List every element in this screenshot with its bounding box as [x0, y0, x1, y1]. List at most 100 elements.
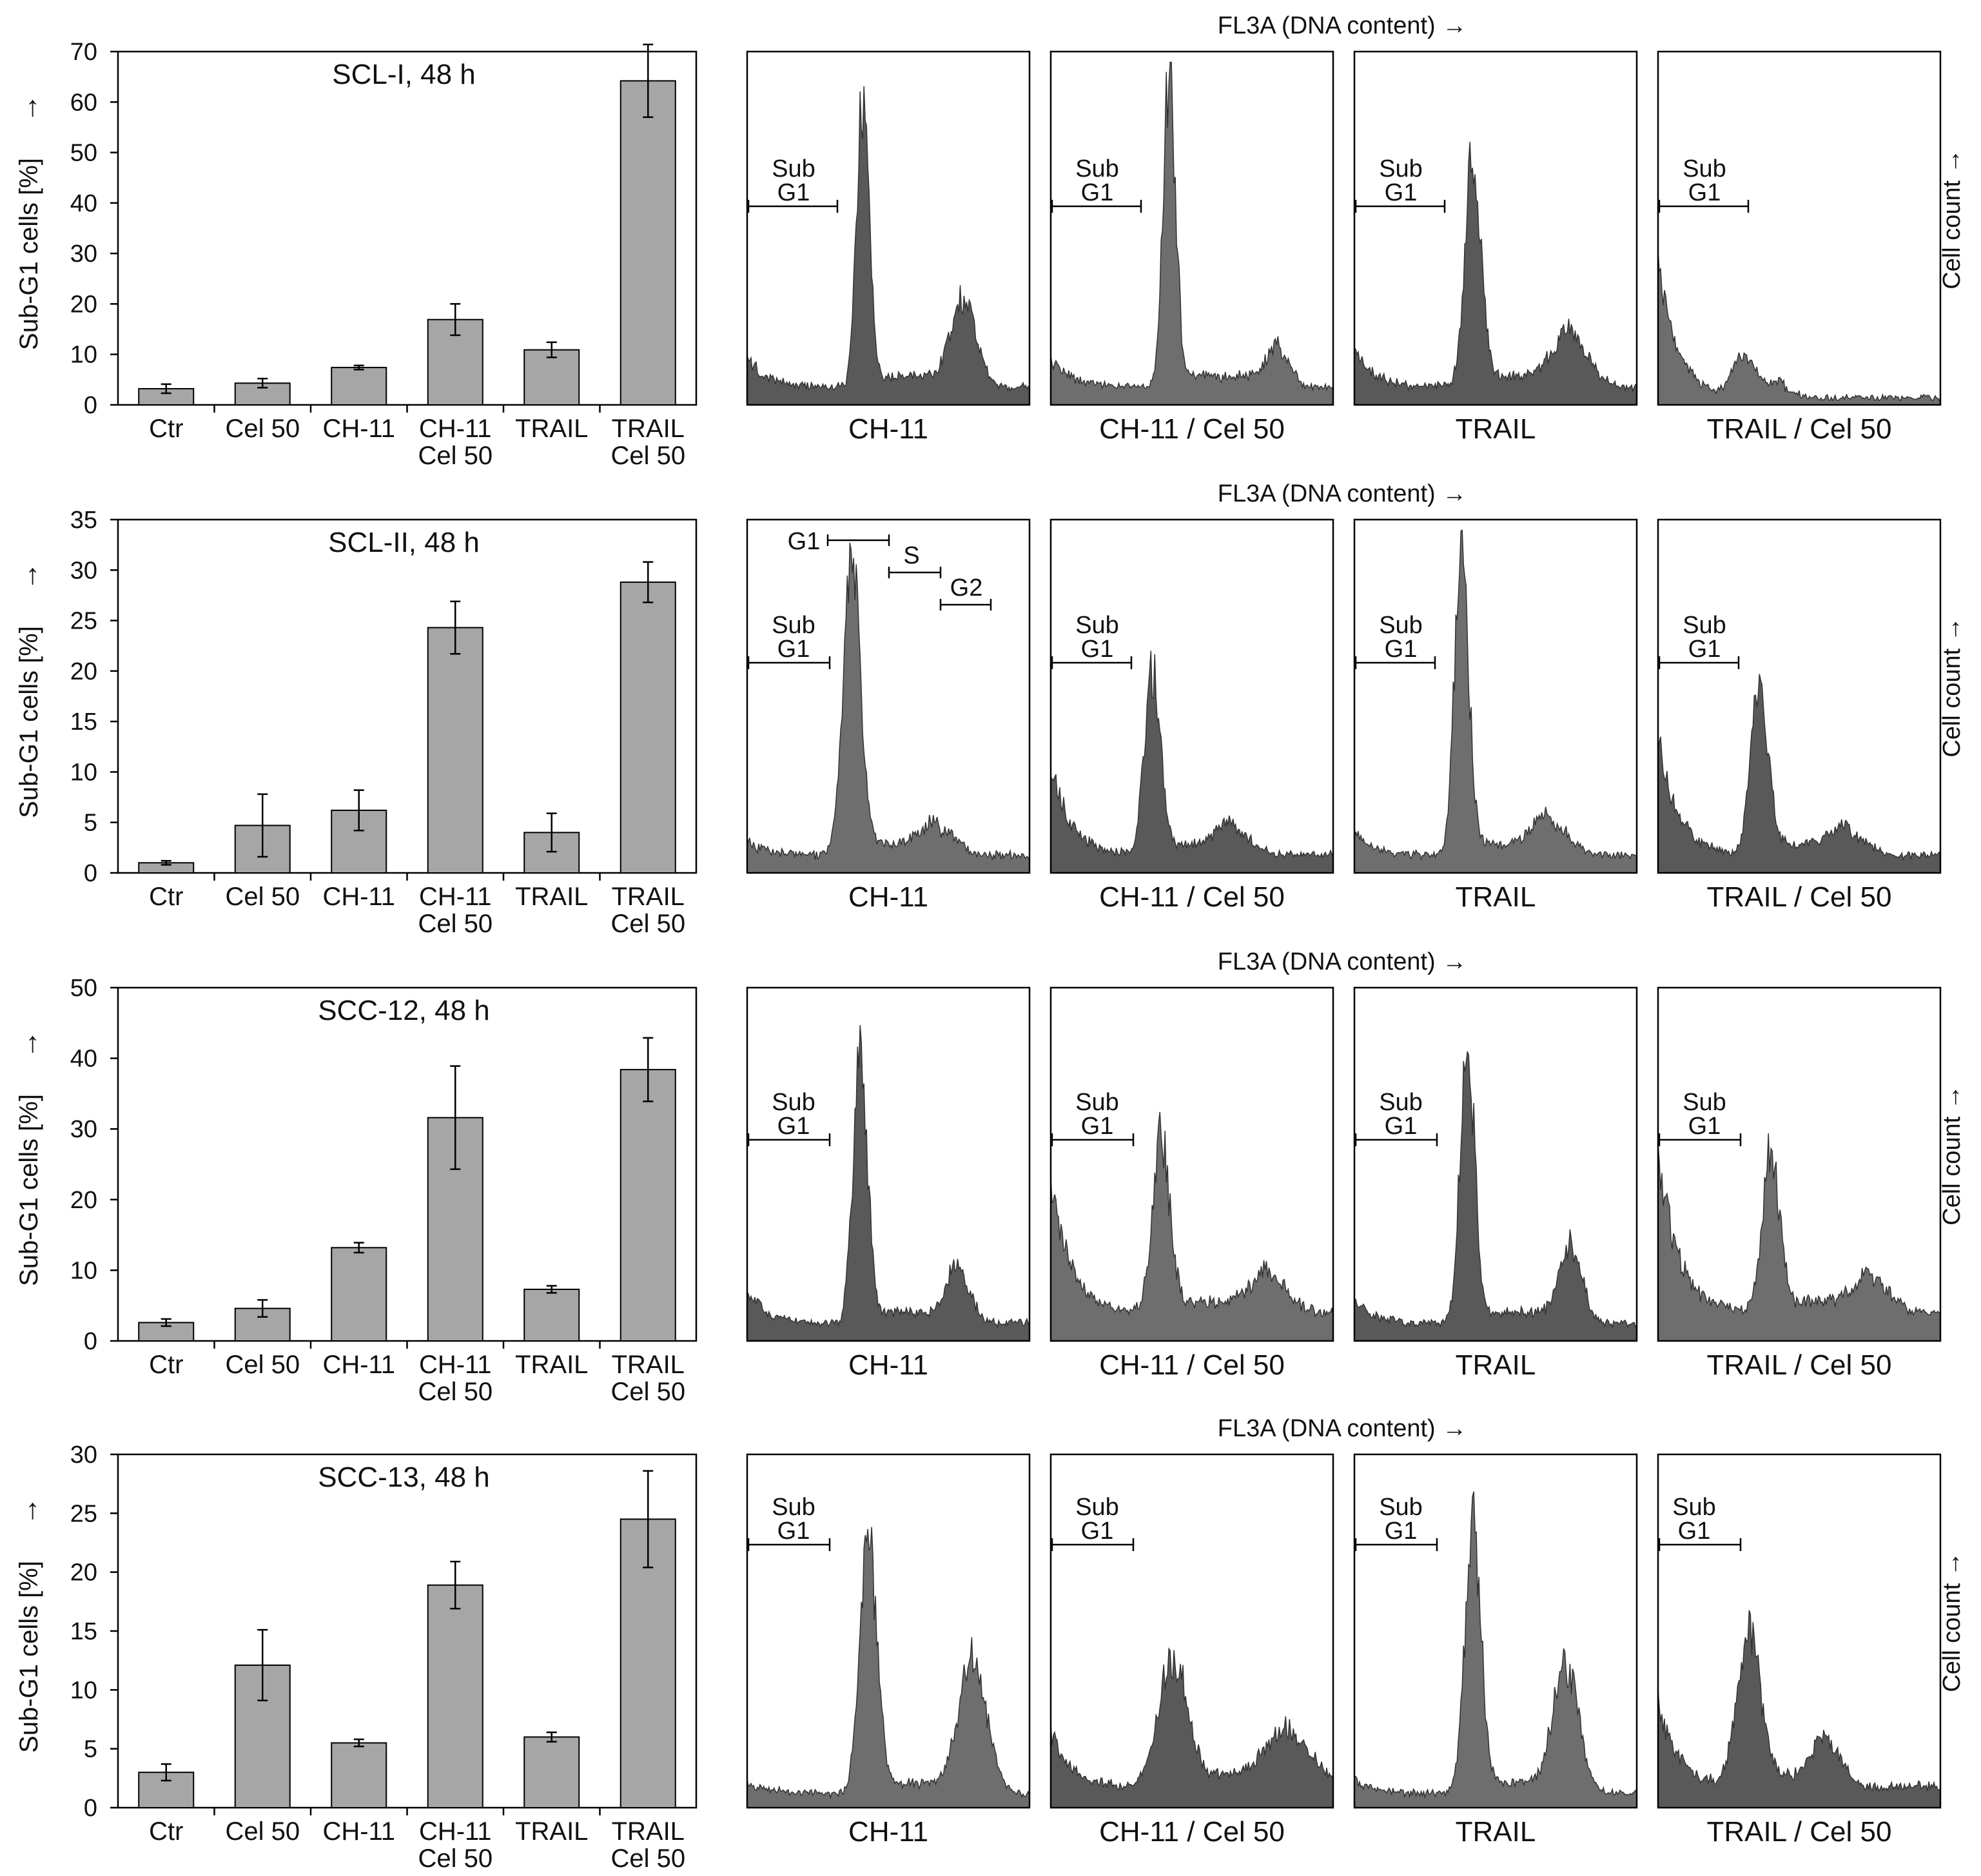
- x-tick-label: CH-11: [419, 1351, 492, 1379]
- histogram-frame: [1353, 50, 1638, 406]
- gate-label-sub: Sub: [1379, 1494, 1423, 1521]
- y-tick-label: 35: [70, 507, 97, 534]
- bar-trail-cel-50: [620, 80, 676, 406]
- y-axis-arrow: →: [12, 1030, 44, 1059]
- x-tick-label: Cel 50: [225, 1817, 300, 1846]
- gate-label-g1: G1: [1385, 179, 1418, 206]
- histogram-title: TRAIL / Cel 50: [1707, 881, 1892, 913]
- chart-title: SCL-II, 48 h: [328, 527, 480, 558]
- x-tick-label: TRAIL: [515, 415, 588, 443]
- y-tick-label: 20: [70, 1559, 97, 1587]
- histogram-frame: [746, 986, 1031, 1342]
- histogram-fill: [747, 1025, 1030, 1342]
- x-tick-label: Cel 50: [418, 442, 493, 470]
- y-tick-label: 30: [70, 1116, 97, 1143]
- gate-label-sub: Sub: [1683, 1089, 1726, 1116]
- histogram-fill: [1657, 1610, 1941, 1808]
- x-tick-label: TRAIL: [612, 883, 685, 911]
- x-tick-label: TRAIL: [612, 1351, 685, 1379]
- x-tick-label: TRAIL: [515, 883, 588, 911]
- gate-label-g1: G1: [777, 636, 810, 663]
- x-tick-label: Cel 50: [610, 1844, 685, 1873]
- histogram-title: CH-11 / Cel 50: [1099, 1349, 1285, 1381]
- y-axis-arrow: →: [12, 1497, 44, 1525]
- y-tick-label: 0: [84, 392, 97, 419]
- gate-label-sub: Sub: [1683, 612, 1726, 639]
- bar-trail-cel-50: [620, 581, 676, 874]
- histogram-title: CH-11: [848, 881, 928, 913]
- gate-label-g1: G1: [1081, 1518, 1114, 1545]
- histogram-fill: [1050, 1111, 1334, 1342]
- gate-label-g1: G1: [1081, 1113, 1114, 1140]
- gate-label-sub: Sub: [1075, 1089, 1119, 1116]
- histogram-title: TRAIL: [1456, 1349, 1536, 1381]
- y-hist-axis-label: Cell count →: [1938, 149, 1966, 289]
- gate-label-g1: G1: [1385, 1113, 1418, 1140]
- x-hist-axis-label: FL3A (DNA content) →: [1218, 12, 1467, 39]
- histogram-frame: [1353, 986, 1638, 1342]
- y-tick-label: 20: [70, 658, 97, 685]
- histogram-fill: [747, 86, 1030, 405]
- y-tick-label: 20: [70, 291, 97, 318]
- histogram-frame: [1353, 1453, 1638, 1809]
- x-tick-label: TRAIL: [515, 1351, 588, 1379]
- x-tick-label: Cel 50: [225, 1351, 300, 1379]
- y-axis-label: Sub-G1 cells [%]: [15, 158, 43, 350]
- x-tick-label: TRAIL: [612, 1817, 685, 1846]
- y-tick-label: 0: [84, 860, 97, 887]
- bar-ch-11-cel-50: [427, 627, 483, 874]
- y-tick-label: 10: [70, 759, 97, 786]
- histogram-frame: [1657, 1453, 1942, 1809]
- y-tick-label: 30: [70, 1441, 97, 1469]
- x-tick-label: CH-11: [419, 415, 492, 443]
- x-tick-label: Cel 50: [610, 910, 685, 938]
- histogram-frame: [1353, 518, 1638, 874]
- y-tick-label: 10: [70, 1677, 97, 1704]
- y-axis-arrow: →: [12, 94, 44, 122]
- gate-label-g1: G1: [1081, 636, 1114, 663]
- x-tick-label: Cel 50: [225, 883, 300, 911]
- histogram-title: CH-11 / Cel 50: [1099, 881, 1285, 913]
- histogram-title: CH-11: [848, 413, 928, 445]
- gate-label-g2: G2: [950, 574, 983, 601]
- gate-label-g1: G1: [777, 179, 810, 206]
- y-tick-label: 20: [70, 1187, 97, 1214]
- x-tick-label: Ctr: [149, 1817, 183, 1846]
- bar-trail: [523, 1288, 580, 1342]
- y-tick-label: 25: [70, 1500, 97, 1527]
- histogram-fill: [1354, 1491, 1637, 1808]
- bar-trail-cel-50: [620, 1069, 676, 1342]
- histogram-title: TRAIL / Cel 50: [1707, 1349, 1892, 1381]
- gate-label-g1: G1: [1385, 636, 1418, 663]
- x-tick-label: CH-11: [322, 1817, 395, 1846]
- plot-frame: [117, 1453, 698, 1809]
- histogram-fill: [1657, 674, 1941, 874]
- gate-label-sub: Sub: [1379, 1089, 1423, 1116]
- y-hist-axis-label: Cell count →: [1938, 1552, 1966, 1692]
- histogram-frame: [1657, 986, 1942, 1342]
- histogram-frame: [746, 50, 1031, 406]
- histogram-fill: [1354, 141, 1637, 405]
- x-tick-label: CH-11: [322, 1351, 395, 1379]
- histogram-fill: [1050, 61, 1334, 405]
- histogram-fill: [1657, 1133, 1941, 1342]
- x-tick-label: Ctr: [149, 1351, 183, 1379]
- chart-title: SCC-13, 48 h: [318, 1461, 490, 1493]
- y-tick-label: 50: [70, 975, 97, 1002]
- y-tick-label: 40: [70, 1046, 97, 1073]
- histogram-fill: [1354, 1051, 1637, 1342]
- plot-frame: [117, 518, 698, 874]
